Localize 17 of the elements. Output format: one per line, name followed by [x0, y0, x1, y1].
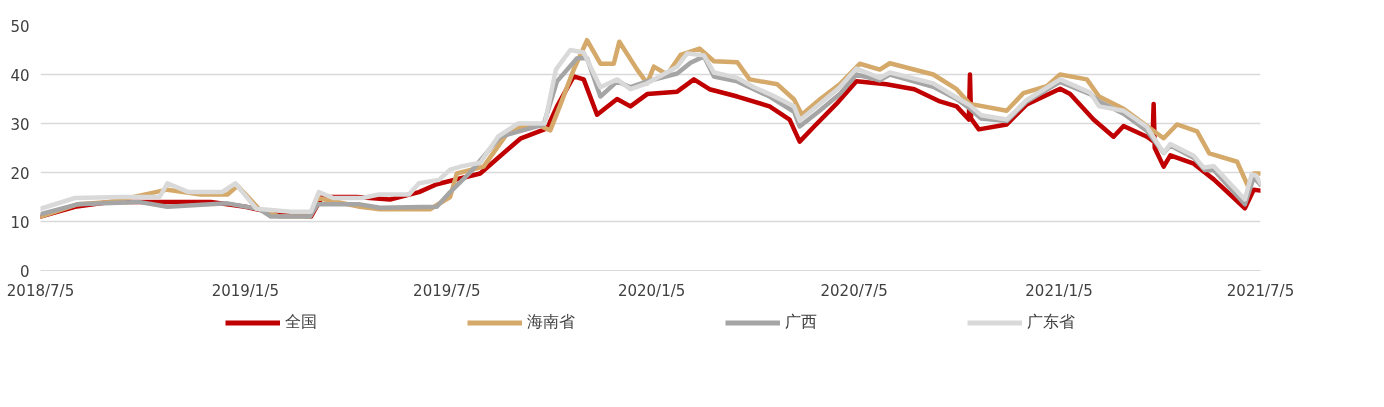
- y-tick-label: 40: [10, 66, 30, 85]
- y-tick-label: 30: [10, 115, 30, 134]
- y-tick-label: 0: [19, 262, 30, 281]
- legend-label: 海南省: [527, 311, 575, 333]
- y-tick-label: 20: [10, 164, 30, 183]
- legend-label: 广西: [785, 311, 817, 333]
- x-tick-label: 2020/7/5: [820, 281, 888, 300]
- x-tick-label: 2019/7/5: [413, 281, 481, 300]
- x-tick-label: 2021/7/5: [1226, 281, 1295, 300]
- y-tick-label: 10: [10, 213, 30, 232]
- x-tick-label: 2021/1/5: [1025, 281, 1093, 300]
- x-tick-label: 2019/1/5: [211, 281, 280, 300]
- x-tick-label: 2018/7/5: [6, 281, 75, 300]
- x-tick-label: 2020/1/5: [617, 281, 686, 300]
- legend-label: 广东省: [1027, 311, 1075, 333]
- y-tick-label: 50: [10, 17, 30, 36]
- legend-label: 全国: [285, 311, 317, 333]
